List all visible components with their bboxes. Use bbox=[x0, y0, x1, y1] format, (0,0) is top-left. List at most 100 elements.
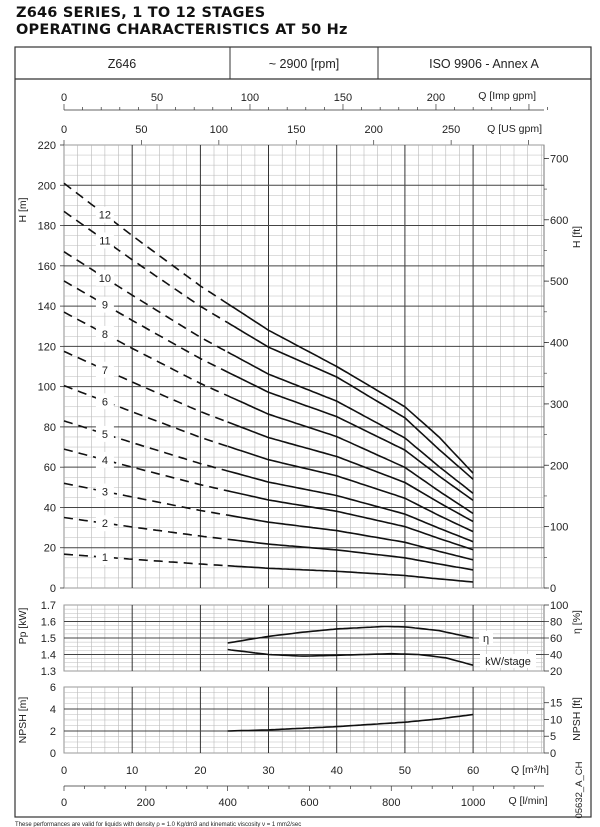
lmin-tick-label: 600 bbox=[300, 797, 318, 809]
head-ft-tick-label: 200 bbox=[550, 460, 568, 472]
efficiency-curve-label: η bbox=[483, 633, 489, 645]
head-curve-stage-4-dashed bbox=[63, 448, 228, 492]
head-curve-stage-1 bbox=[227, 564, 474, 583]
npsh-tick-label: 4 bbox=[50, 704, 56, 716]
title-line-1: Z646 SERIES, 1 TO 12 STAGES bbox=[16, 5, 266, 21]
head-tick-label: 60 bbox=[44, 462, 56, 474]
head-curve-stage-5 bbox=[227, 470, 474, 543]
stage-label-7: 7 bbox=[102, 365, 108, 377]
m3h-tick-label: 60 bbox=[467, 765, 479, 777]
head-curve-stage-8 bbox=[227, 394, 474, 515]
m3h-axis-label: Q [m³/h] bbox=[511, 764, 549, 776]
npsh-ft-tick-label: 5 bbox=[550, 731, 556, 743]
stage-label-12: 12 bbox=[99, 210, 111, 222]
stage-label-8: 8 bbox=[102, 329, 108, 341]
lmin-tick-label: 0 bbox=[61, 797, 67, 809]
head-curve-stage-12-dashed bbox=[63, 182, 229, 305]
lmin-axis-label: Q [l/min] bbox=[508, 795, 547, 807]
head-axis-label: H [m] bbox=[17, 197, 29, 222]
power-tick-label: 1.4 bbox=[41, 650, 56, 662]
head-ft-tick-label: 700 bbox=[550, 153, 568, 165]
power-tick-label: 1.7 bbox=[41, 600, 56, 612]
head-curve-stage-1-dashed bbox=[63, 553, 228, 567]
eta-label-bg bbox=[479, 631, 493, 645]
head-ft-tick-label: 100 bbox=[550, 522, 568, 534]
stage-label-5: 5 bbox=[102, 429, 108, 441]
m3h-tick-label: 40 bbox=[331, 765, 343, 777]
speed-label: ~ 2900 [rpm] bbox=[269, 57, 340, 71]
imp-gpm-tick-label: 150 bbox=[334, 92, 352, 104]
model-label: Z646 bbox=[108, 57, 137, 71]
head-curve-stage-12 bbox=[227, 303, 474, 474]
us-gpm-tick-label: 200 bbox=[365, 124, 383, 136]
imp-gpm-tick-label: 50 bbox=[151, 92, 163, 104]
stage-label-bg bbox=[95, 232, 114, 249]
efficiency-tick-label: 60 bbox=[550, 633, 562, 645]
efficiency-tick-label: 40 bbox=[550, 650, 562, 662]
us-gpm-tick-label: 250 bbox=[442, 124, 460, 136]
head-curve-stage-2-dashed bbox=[63, 516, 228, 541]
head-curve-stage-8-dashed bbox=[63, 311, 228, 397]
power-axis-label: Pp [kW] bbox=[17, 608, 29, 645]
imp-gpm-tick-label: 200 bbox=[427, 92, 445, 104]
stage-label-bg bbox=[95, 393, 114, 410]
head-curve-stage-10-dashed bbox=[63, 251, 228, 353]
head-tick-label: 180 bbox=[38, 221, 56, 233]
efficiency-curve bbox=[227, 625, 474, 644]
head-curve-stage-9-dashed bbox=[63, 280, 228, 373]
us-gpm-tick-label: 50 bbox=[135, 124, 147, 136]
stage-label-6: 6 bbox=[102, 396, 108, 408]
stage-label-3: 3 bbox=[102, 487, 108, 499]
head-curve-stage-11 bbox=[227, 321, 474, 480]
stage-label-bg bbox=[95, 515, 114, 532]
head-curve-stage-3-dashed bbox=[63, 482, 228, 516]
stage-label-bg bbox=[95, 361, 114, 378]
head-tick-label: 220 bbox=[38, 140, 56, 152]
kw-per-stage-curve-label: kW/stage bbox=[485, 656, 531, 668]
efficiency-tick-label: 80 bbox=[550, 617, 562, 629]
m3h-tick-label: 10 bbox=[126, 765, 138, 777]
head-ft-axis-label: H [ft] bbox=[571, 226, 583, 248]
imp-gpm-axis-label: Q [Imp gpm] bbox=[478, 90, 536, 102]
lmin-tick-label: 800 bbox=[382, 797, 400, 809]
lmin-tick-label: 1000 bbox=[461, 797, 485, 809]
stage-label-bg bbox=[95, 549, 114, 566]
title-line-2: OPERATING CHARACTERISTICS AT 50 Hz bbox=[16, 22, 348, 38]
efficiency-tick-label: 100 bbox=[550, 600, 568, 612]
npsh-axis-label: NPSH [m] bbox=[17, 697, 29, 744]
m3h-tick-label: 0 bbox=[61, 765, 67, 777]
head-tick-label: 200 bbox=[38, 180, 56, 192]
head-tick-label: 0 bbox=[50, 583, 56, 595]
power-tick-label: 1.6 bbox=[41, 617, 56, 629]
head-curve-stage-11-dashed bbox=[63, 210, 229, 324]
footnote: These performances are valid for liquids… bbox=[15, 822, 301, 827]
power-tick-label: 1.5 bbox=[41, 633, 56, 645]
outer-frame bbox=[14, 46, 592, 818]
head-tick-label: 160 bbox=[38, 261, 56, 273]
head-ft-tick-label: 300 bbox=[550, 399, 568, 411]
head-ft-tick-label: 600 bbox=[550, 215, 568, 227]
head-curve-stage-10 bbox=[227, 351, 474, 495]
efficiency-axis-label: η [%] bbox=[571, 610, 583, 634]
head-ft-tick-label: 0 bbox=[550, 583, 556, 595]
npsh-curve bbox=[227, 713, 474, 732]
head-tick-label: 120 bbox=[38, 341, 56, 353]
head-curve-stage-9 bbox=[227, 371, 474, 502]
stage-label-bg bbox=[95, 296, 114, 313]
us-gpm-tick-label: 150 bbox=[287, 124, 305, 136]
head-tick-label: 100 bbox=[38, 382, 56, 394]
head-tick-label: 140 bbox=[38, 301, 56, 313]
stage-label-bg bbox=[95, 206, 114, 223]
head-curve-stage-4 bbox=[227, 490, 474, 551]
stage-label-4: 4 bbox=[102, 455, 108, 467]
drawing-code: 05632_A_CH bbox=[574, 761, 585, 818]
stage-label-bg bbox=[95, 451, 114, 468]
imp-gpm-tick-label: 100 bbox=[241, 92, 259, 104]
stage-label-bg bbox=[95, 425, 114, 442]
head-ft-tick-label: 500 bbox=[550, 276, 568, 288]
kw-per-stage-curve bbox=[227, 648, 474, 666]
head-curve-stage-6 bbox=[227, 445, 474, 533]
npsh-ft-tick-label: 0 bbox=[550, 748, 556, 760]
